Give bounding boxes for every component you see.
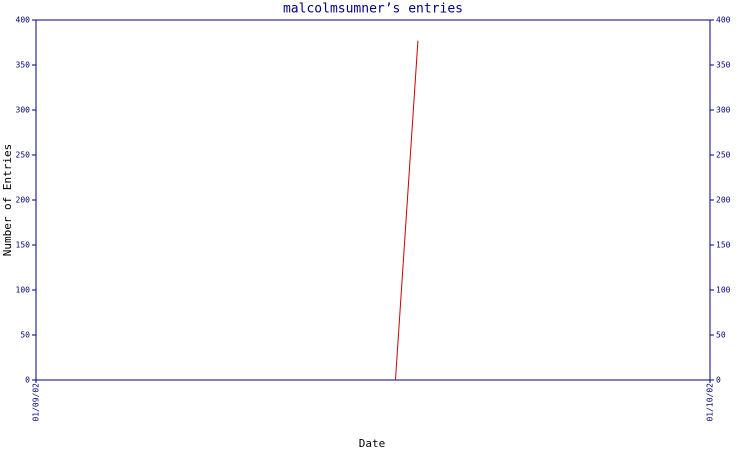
y2-tick-label: 250 bbox=[716, 151, 731, 160]
y2-tick-label: 200 bbox=[716, 196, 731, 205]
y-tick-label: 50 bbox=[20, 331, 30, 340]
y2-tick-label: 350 bbox=[716, 61, 731, 70]
y-tick-label: 400 bbox=[16, 16, 31, 25]
y-tick-label: 350 bbox=[16, 61, 31, 70]
y-tick-label: 300 bbox=[16, 106, 31, 115]
y2-tick-label: 100 bbox=[716, 286, 731, 295]
y2-tick-label: 150 bbox=[716, 241, 731, 250]
y-tick-label: 200 bbox=[16, 196, 31, 205]
y-tick-label: 250 bbox=[16, 151, 31, 160]
y2-tick-label: 0 bbox=[716, 376, 721, 385]
line-series bbox=[394, 40, 419, 381]
y-tick-label: 0 bbox=[25, 376, 30, 385]
x-tick-label: 01/10/02 bbox=[706, 383, 715, 422]
y2-tick-label: 400 bbox=[716, 16, 731, 25]
y2-tick-label: 50 bbox=[716, 331, 726, 340]
y-axis-label: Number of Entries bbox=[1, 144, 14, 257]
y-tick-label: 100 bbox=[16, 286, 31, 295]
y-tick-label: 150 bbox=[16, 241, 31, 250]
x-tick-label: 01/09/02 bbox=[32, 383, 41, 422]
y2-tick-label: 300 bbox=[716, 106, 731, 115]
chart-title: malcolmsumner’s entries bbox=[283, 2, 463, 17]
x-axis-label: Date bbox=[359, 437, 386, 450]
